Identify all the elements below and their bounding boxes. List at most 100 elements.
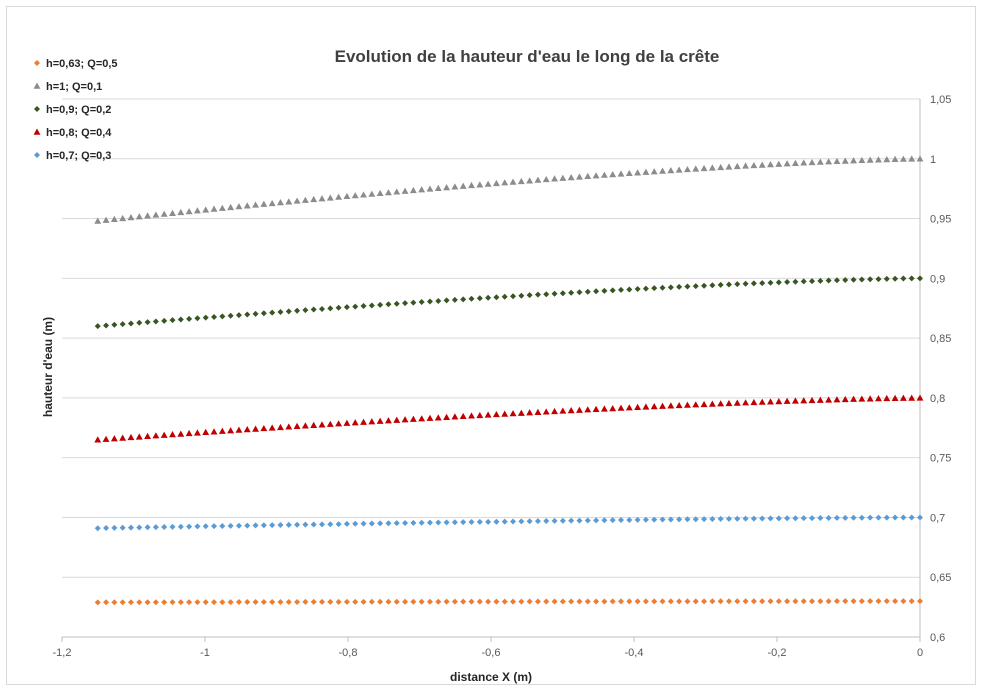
data-point: [576, 598, 583, 605]
data-point: [858, 276, 865, 283]
data-point: [692, 283, 699, 290]
data-point: [103, 322, 110, 329]
data-point: [917, 598, 923, 605]
data-point: [759, 515, 766, 522]
data-point: [277, 199, 284, 206]
data-point: [551, 290, 558, 297]
data-point: [576, 289, 583, 296]
data-point: [418, 415, 426, 422]
data-point: [202, 523, 209, 530]
data-point: [908, 514, 915, 521]
data-point: [476, 181, 484, 188]
x-tick-label: -0,6: [482, 647, 501, 659]
data-point: [33, 82, 41, 89]
data-point: [584, 406, 592, 413]
data-point: [667, 516, 674, 523]
data-point: [418, 519, 425, 526]
data-point: [733, 162, 741, 170]
y-tick-label: 0,75: [930, 453, 951, 465]
data-point: [584, 288, 591, 295]
data-point: [127, 320, 134, 327]
x-tick-label: -0,4: [625, 647, 644, 659]
data-point: [634, 516, 641, 523]
data-point: [809, 598, 816, 605]
data-point: [709, 516, 716, 523]
data-point: [218, 204, 226, 211]
data-point: [709, 282, 716, 289]
data-point: [899, 394, 907, 401]
data-point: [601, 517, 608, 524]
data-point: [211, 523, 218, 530]
data-point: [310, 598, 317, 605]
data-point: [775, 160, 783, 167]
data-point: [584, 517, 591, 524]
data-point: [684, 598, 691, 605]
data-point: [402, 598, 409, 605]
data-point: [460, 519, 467, 526]
data-point: [891, 394, 899, 401]
data-point: [701, 516, 708, 523]
data-point: [310, 195, 318, 203]
data-point: [326, 194, 334, 201]
data-point: [567, 407, 575, 414]
data-point: [319, 598, 325, 605]
data-point: [161, 317, 168, 324]
data-point: [667, 402, 675, 409]
data-point: [459, 182, 467, 189]
data-point: [343, 304, 350, 311]
data-point: [169, 431, 176, 438]
data-point: [518, 598, 525, 605]
data-point: [219, 522, 226, 529]
data-point: [867, 598, 874, 605]
data-point: [692, 516, 699, 523]
data-point: [667, 284, 674, 291]
data-point: [252, 201, 260, 208]
data-point: [202, 206, 210, 213]
legend-label: h=0,8; Q=0,4: [46, 127, 112, 139]
data-point: [160, 431, 168, 438]
data-point: [152, 599, 159, 606]
data-point: [841, 395, 849, 403]
data-point: [103, 525, 110, 532]
x-tick-label: -1: [200, 647, 210, 659]
data-point: [593, 288, 600, 295]
data-point: [775, 515, 782, 522]
data-point: [269, 522, 276, 529]
data-point: [94, 217, 102, 224]
data-point: [850, 157, 858, 164]
data-point: [659, 402, 666, 409]
data-point: [33, 128, 41, 135]
data-point: [476, 295, 483, 302]
data-marks: [94, 155, 924, 606]
data-point: [418, 598, 425, 605]
data-point: [717, 515, 724, 522]
data-point: [152, 318, 159, 325]
data-point: [368, 598, 375, 605]
data-point: [426, 185, 434, 192]
data-point: [866, 395, 874, 402]
data-point: [501, 598, 508, 605]
data-point: [900, 598, 907, 605]
data-point: [609, 287, 616, 294]
data-point: [211, 599, 218, 606]
data-point: [592, 172, 600, 179]
data-point: [94, 436, 102, 443]
data-point: [783, 397, 791, 404]
data-point: [742, 280, 749, 287]
data-point: [559, 174, 567, 181]
data-point: [675, 166, 683, 173]
series-3: [94, 275, 923, 330]
data-point: [559, 407, 567, 414]
data-point: [584, 598, 591, 605]
data-point: [260, 599, 267, 606]
data-point: [501, 410, 509, 417]
data-point: [659, 167, 666, 174]
data-point: [410, 598, 417, 605]
data-point: [750, 280, 757, 287]
data-point: [235, 522, 242, 529]
data-point: [725, 515, 732, 522]
data-point: [593, 517, 600, 524]
data-point: [551, 517, 558, 524]
data-point: [260, 424, 268, 432]
data-point: [468, 412, 475, 419]
